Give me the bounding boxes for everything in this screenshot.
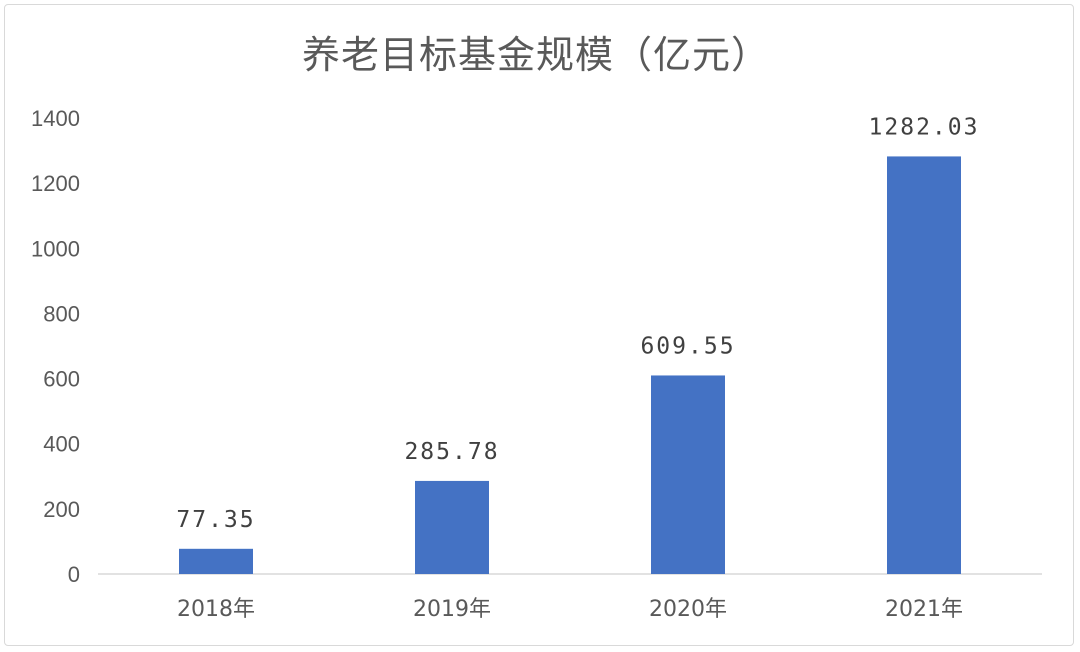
y-tick-label: 0 bbox=[68, 562, 80, 587]
y-tick-label: 400 bbox=[43, 432, 80, 457]
x-axis-labels: 2018年 2019年 2020年 2021年 bbox=[177, 597, 963, 622]
y-axis-ticks: 0 200 400 600 800 1000 1200 1400 bbox=[31, 106, 80, 587]
bar-2019 bbox=[415, 480, 489, 574]
data-labels: 77.35 285.78 609.55 1282.03 bbox=[176, 114, 980, 533]
x-tick-label: 2018年 bbox=[177, 597, 255, 622]
data-label: 77.35 bbox=[176, 507, 255, 533]
chart-title: 养老目标基金规模（亿元） bbox=[301, 33, 770, 77]
data-label: 1282.03 bbox=[869, 114, 980, 140]
y-tick-label: 600 bbox=[43, 367, 80, 392]
bar-2018 bbox=[179, 548, 253, 574]
data-label: 285.78 bbox=[404, 439, 499, 465]
bar-2020 bbox=[651, 375, 725, 574]
y-tick-label: 1400 bbox=[31, 106, 80, 131]
y-tick-label: 1000 bbox=[31, 236, 80, 261]
bar-2021 bbox=[887, 156, 961, 575]
data-label: 609.55 bbox=[640, 333, 735, 359]
x-tick-label: 2021年 bbox=[885, 597, 963, 622]
x-tick-label: 2019年 bbox=[413, 597, 491, 622]
y-tick-label: 1200 bbox=[31, 171, 80, 196]
x-tick-label: 2020年 bbox=[649, 597, 727, 622]
bars bbox=[179, 156, 961, 575]
y-tick-label: 800 bbox=[43, 301, 80, 326]
y-tick-label: 200 bbox=[43, 497, 80, 522]
